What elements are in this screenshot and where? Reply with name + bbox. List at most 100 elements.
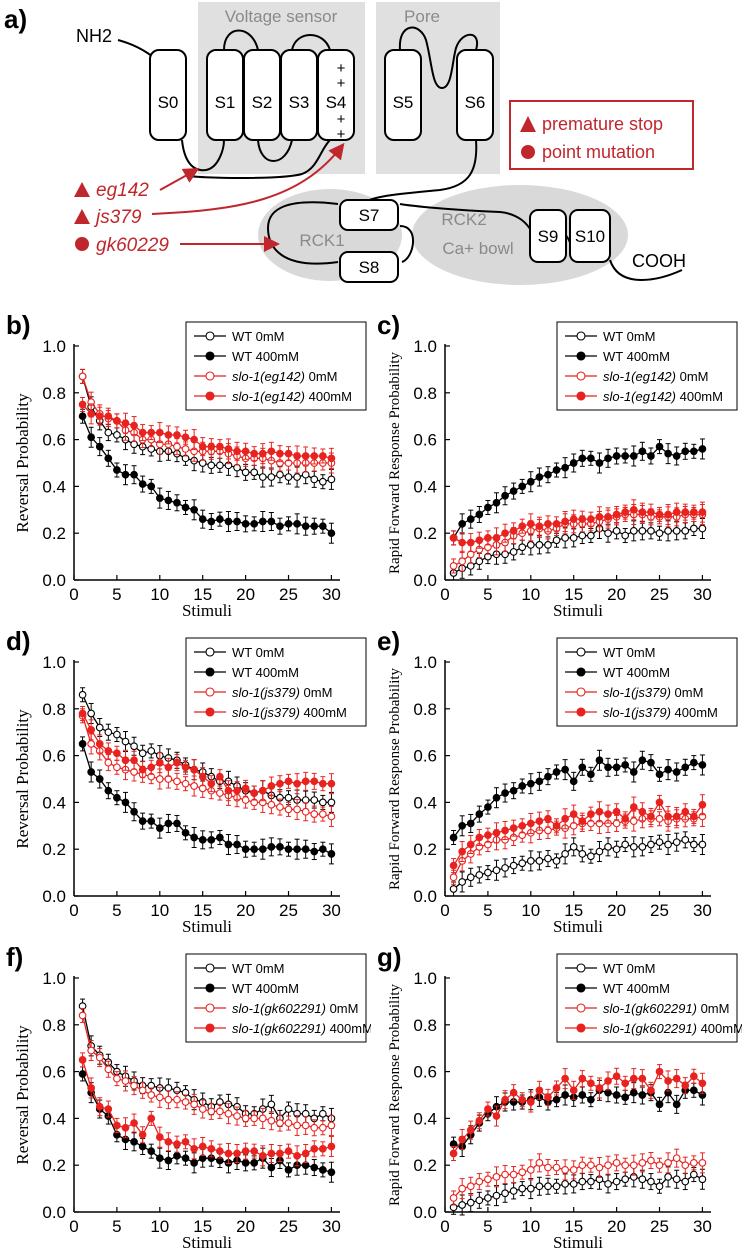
data-point xyxy=(318,1166,327,1174)
x-tick-label: 10 xyxy=(521,1217,540,1236)
dot-icon xyxy=(521,145,535,159)
data-point xyxy=(95,723,104,732)
data-point xyxy=(672,1100,681,1109)
x-tick-label: 15 xyxy=(564,585,583,604)
data-point xyxy=(78,740,87,748)
data-point xyxy=(535,857,544,865)
data-point xyxy=(267,782,276,790)
data-point xyxy=(258,517,267,526)
y-axis-label: Rapid Forward Response Probability xyxy=(387,351,403,574)
data-point xyxy=(578,1177,587,1186)
data-point xyxy=(301,452,310,460)
data-point xyxy=(492,828,501,837)
legend-entry: WT 0mM xyxy=(603,329,655,344)
data-point xyxy=(458,878,467,886)
data-point xyxy=(681,1177,690,1186)
data-point xyxy=(190,1144,198,1153)
legend-marker xyxy=(205,1003,215,1013)
data-point xyxy=(526,519,535,528)
data-point xyxy=(310,810,319,818)
data-point xyxy=(535,541,544,549)
data-point xyxy=(284,1147,293,1156)
data-point xyxy=(250,1159,259,1167)
y-tick-label: 0.0 xyxy=(413,571,437,590)
data-point xyxy=(578,454,587,463)
data-point xyxy=(198,1142,207,1151)
y-tick-label: 0.0 xyxy=(42,571,66,590)
data-point xyxy=(595,1084,604,1092)
data-point xyxy=(190,765,198,774)
data-point xyxy=(207,517,216,526)
data-point xyxy=(449,873,458,882)
data-point xyxy=(327,850,336,858)
data-point xyxy=(595,756,604,765)
data-point xyxy=(113,417,121,425)
data-point xyxy=(561,1091,569,1099)
data-point xyxy=(138,480,147,488)
data-point xyxy=(276,449,284,458)
data-point xyxy=(284,473,293,481)
data-point xyxy=(587,531,595,540)
data-point xyxy=(544,1182,552,1191)
data-point xyxy=(181,828,190,837)
data-point xyxy=(466,819,475,828)
data-point xyxy=(595,807,604,816)
data-point xyxy=(621,840,630,849)
data-point xyxy=(138,428,147,437)
data-point xyxy=(638,508,647,516)
y-axis-label: Reversal Probability xyxy=(13,393,32,533)
y-tick-label: 0.6 xyxy=(413,431,437,450)
y-tick-label: 0.8 xyxy=(42,384,66,403)
data-point xyxy=(518,543,527,552)
data-point xyxy=(621,1093,630,1102)
data-point xyxy=(672,452,681,460)
data-point xyxy=(518,782,527,790)
data-point xyxy=(552,1095,561,1104)
data-point xyxy=(95,775,104,783)
data-point xyxy=(293,1121,301,1130)
data-point xyxy=(544,772,552,781)
data-point xyxy=(681,835,690,844)
data-point xyxy=(267,1116,276,1125)
data-point xyxy=(629,817,638,825)
data-point xyxy=(501,529,509,538)
x-tick-label: 15 xyxy=(193,1217,212,1236)
data-point xyxy=(664,812,672,821)
data-point xyxy=(587,1079,595,1088)
data-point xyxy=(681,807,690,816)
legend: WT 0mM WT 400mM slo-1(gk602291) 0mM slo-1(g… xyxy=(556,953,742,1043)
x-tick-label: 15 xyxy=(564,901,583,920)
data-point xyxy=(310,1163,319,1172)
data-point xyxy=(104,747,113,755)
data-point xyxy=(621,1079,630,1088)
data-point xyxy=(689,447,698,456)
legend-box xyxy=(185,321,367,411)
data-point xyxy=(241,1114,250,1123)
data-point xyxy=(318,452,327,460)
segment-label: S3 xyxy=(289,93,310,112)
data-point xyxy=(664,527,672,535)
data-point xyxy=(621,508,630,516)
y-tick-label: 0.6 xyxy=(42,431,66,450)
nh2-label: NH2 xyxy=(76,26,112,46)
data-point xyxy=(87,726,96,734)
data-point xyxy=(104,786,113,795)
x-tick-label: 25 xyxy=(650,1217,669,1236)
y-tick-label: 0.4 xyxy=(42,477,66,496)
data-point xyxy=(604,1180,612,1188)
data-point xyxy=(672,1175,681,1184)
data-point xyxy=(155,428,164,437)
data-point xyxy=(672,508,681,516)
data-point xyxy=(664,449,672,458)
legend-box xyxy=(556,321,738,411)
data-point xyxy=(284,1166,293,1174)
segment-label: S1 xyxy=(215,93,236,112)
legend: WT 0mM WT 400mM slo-1(eg142) 0mM slo-1(eg14… xyxy=(556,321,738,411)
legend-marker xyxy=(576,647,586,657)
segment-s10 xyxy=(569,209,611,263)
data-point xyxy=(138,1130,147,1139)
data-point xyxy=(318,779,327,788)
data-point xyxy=(216,789,224,797)
data-point xyxy=(544,854,552,863)
legend: WT 0mM WT 400mM slo-1(gk602291) 0mM slo-1(g… xyxy=(185,953,371,1043)
